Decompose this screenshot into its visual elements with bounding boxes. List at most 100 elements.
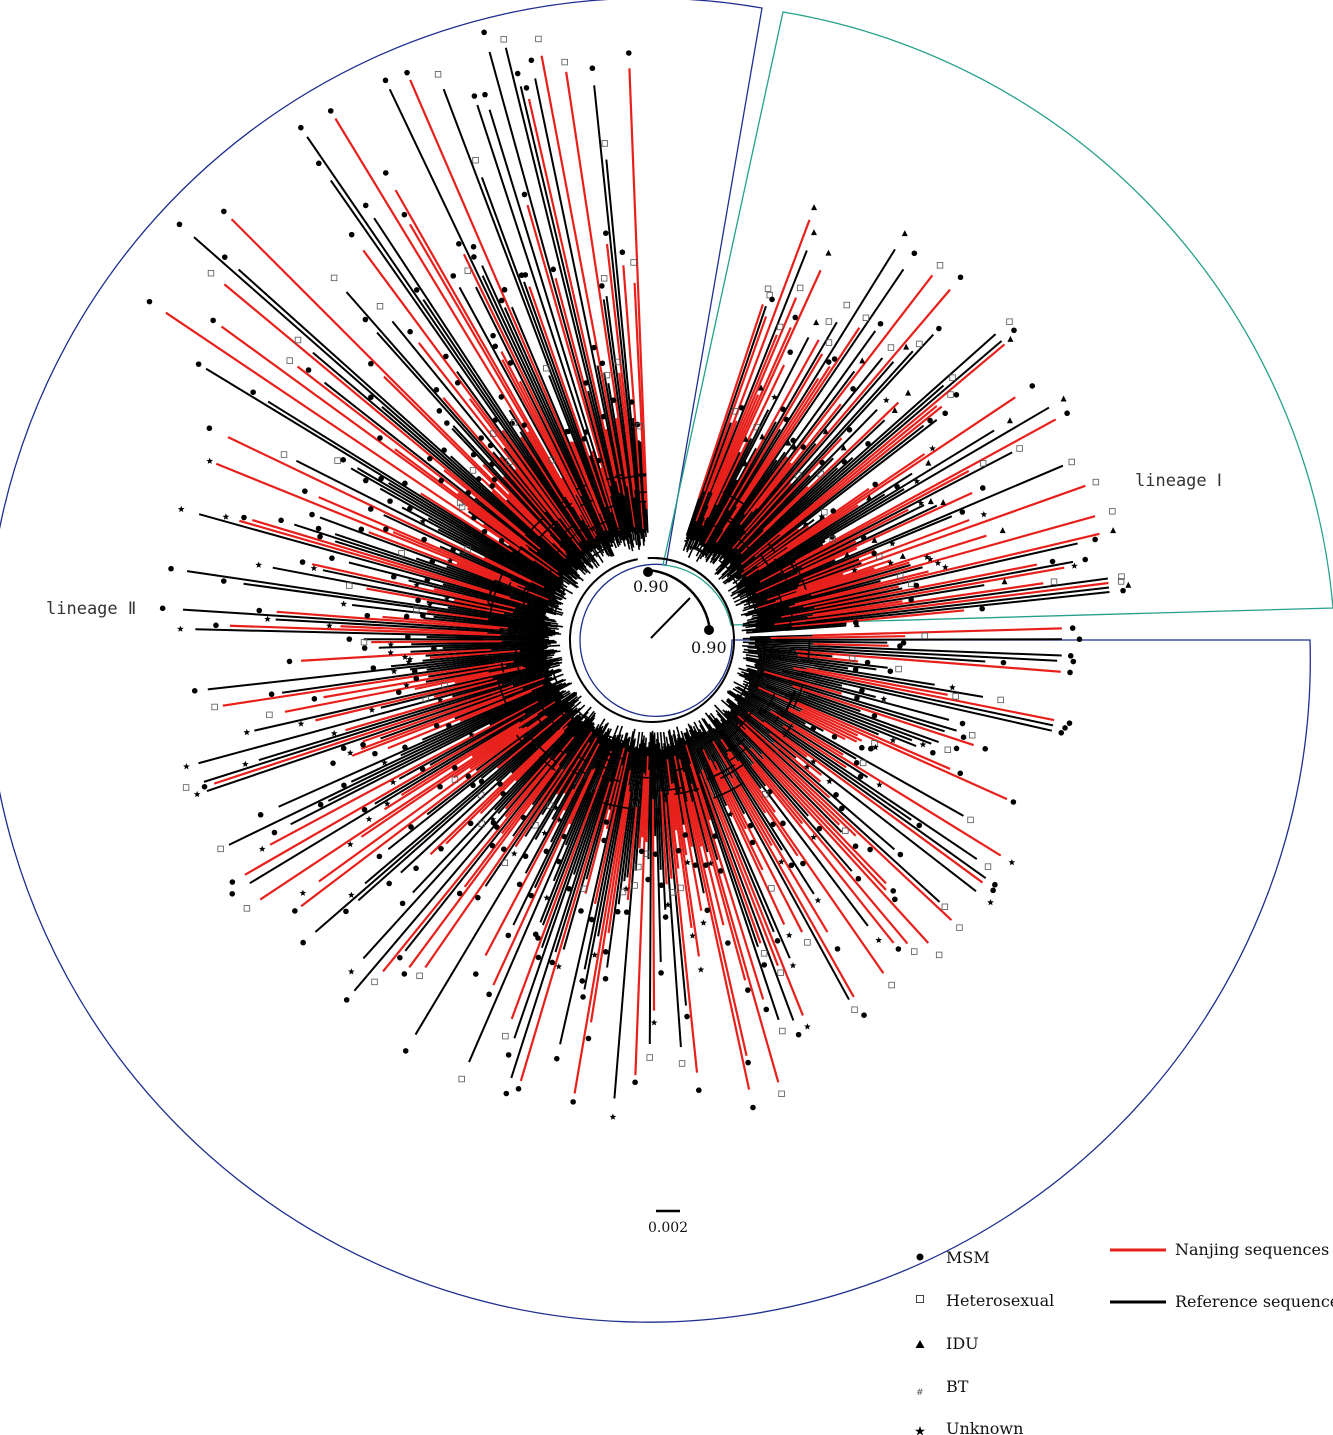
internal-branch (643, 504, 647, 538)
tip-msm-marker (159, 605, 166, 612)
tip-msm-marker (662, 914, 669, 920)
internal-branch (745, 569, 794, 595)
tip-msm-marker (1058, 730, 1065, 736)
tip-msm-marker (831, 356, 838, 362)
reference-tip-branch (474, 497, 530, 543)
reference-tip-branch (774, 710, 857, 760)
nanjing-tip-branch (296, 365, 538, 553)
tip-msm-marker (492, 417, 499, 423)
tip-msm-marker (168, 565, 174, 572)
tip-msm-marker (437, 783, 443, 790)
nanjing-tip-branch (315, 677, 493, 722)
internal-branch (747, 690, 770, 703)
tip-msm-marker (401, 971, 408, 977)
internal-branch (686, 483, 715, 553)
reference-tip-branch (390, 655, 486, 668)
internal-branch-arc (767, 542, 776, 553)
nanjing-tip-branch (675, 793, 688, 856)
internal-branch (546, 693, 578, 717)
tip-heterosexual-marker (794, 471, 802, 479)
reference-tip-branch (813, 680, 876, 698)
nanjing-tip-branch (786, 453, 926, 549)
tip-msm-marker (419, 766, 426, 772)
internal-branch (495, 629, 562, 635)
tip-msm-marker (774, 938, 781, 944)
legend-label-heterosexual: Heterosexual (946, 1291, 1054, 1310)
internal-branch (748, 672, 804, 693)
internal-branch-arc (528, 735, 534, 741)
reference-tip-branch (617, 804, 633, 905)
nanjing-tip-branch (589, 785, 630, 1023)
tip-msm-marker (602, 949, 609, 955)
tip-unknown-marker (381, 759, 388, 766)
internal-branch-arc (699, 543, 704, 547)
reference-tip-branch (759, 333, 935, 524)
internal-branch (592, 488, 618, 549)
reference-tip-branch (765, 655, 849, 670)
nanjing-tip-branch (453, 599, 514, 614)
tip-msm-marker (634, 421, 641, 428)
tip-unknown-marker (664, 901, 672, 908)
tip-msm-marker (431, 645, 437, 652)
tip-heterosexual-marker (829, 535, 836, 543)
internal-branch-arc (608, 735, 627, 743)
internal-branch-arc (703, 737, 716, 746)
reference-tip-branch (768, 472, 913, 567)
tip-msm-marker (402, 1048, 409, 1054)
tip-heterosexual-marker (935, 951, 943, 959)
nanjing-tip-branch (514, 730, 565, 782)
tip-msm-marker (959, 720, 966, 727)
nanjing-tip-branch (502, 476, 562, 541)
tip-msm-marker (675, 847, 682, 854)
reference-tip-branch (334, 533, 513, 595)
tip-msm-marker (852, 666, 859, 673)
tip-msm-marker (853, 760, 860, 766)
reference-tip-branch (705, 479, 738, 539)
tip-heterosexual-marker (979, 460, 987, 467)
reference-tip-branch (497, 725, 577, 815)
tip-msm-marker (864, 659, 871, 666)
tip-heterosexual-marker (458, 1075, 465, 1083)
internal-branch-arc (536, 698, 546, 713)
reference-tip-branch (306, 136, 568, 517)
internal-branch (580, 549, 592, 563)
tip-unknown-marker (929, 445, 936, 452)
reference-tip-branch (754, 543, 824, 584)
reference-tip-branch (503, 447, 571, 534)
internal-branch (510, 668, 550, 681)
internal-branch (531, 581, 567, 600)
tip-msm-marker (1010, 799, 1017, 805)
reference-tip-branch (688, 766, 719, 861)
tip-msm-marker (403, 613, 410, 620)
internal-branch (515, 649, 558, 656)
internal-branch (737, 568, 753, 580)
tip-unknown-marker (510, 850, 518, 857)
tip-msm-marker (257, 812, 264, 818)
tip-msm-marker (399, 900, 406, 907)
internal-branch-arc (552, 743, 563, 753)
tip-msm-marker (979, 485, 986, 491)
internal-branch (718, 531, 772, 581)
internal-branch-arc (557, 499, 567, 507)
internal-branch (561, 723, 595, 770)
tip-msm-marker (520, 814, 527, 821)
tip-msm-marker (346, 636, 353, 642)
node-support-label-2: 0.90 (691, 638, 727, 657)
lineage-2-label: lineage Ⅱ (46, 599, 136, 619)
tip-idu-marker (1060, 395, 1067, 402)
tip-heterosexual-marker (669, 889, 676, 896)
internal-branch (527, 547, 577, 585)
internal-branch-arc (763, 594, 768, 603)
tip-msm-marker (658, 882, 665, 889)
reference-tip-branch (425, 668, 493, 683)
reference-tip-branch (639, 441, 646, 505)
nanjing-tip-branch (540, 55, 626, 496)
reference-tip-branch (362, 759, 545, 960)
tip-msm-marker (579, 978, 586, 984)
internal-branch-arc (569, 557, 735, 723)
internal-branch (717, 524, 742, 555)
tip-msm-marker (523, 85, 530, 91)
reference-tip-branch (637, 440, 645, 518)
reference-tip-branch (758, 707, 869, 779)
internal-branch (628, 738, 636, 771)
